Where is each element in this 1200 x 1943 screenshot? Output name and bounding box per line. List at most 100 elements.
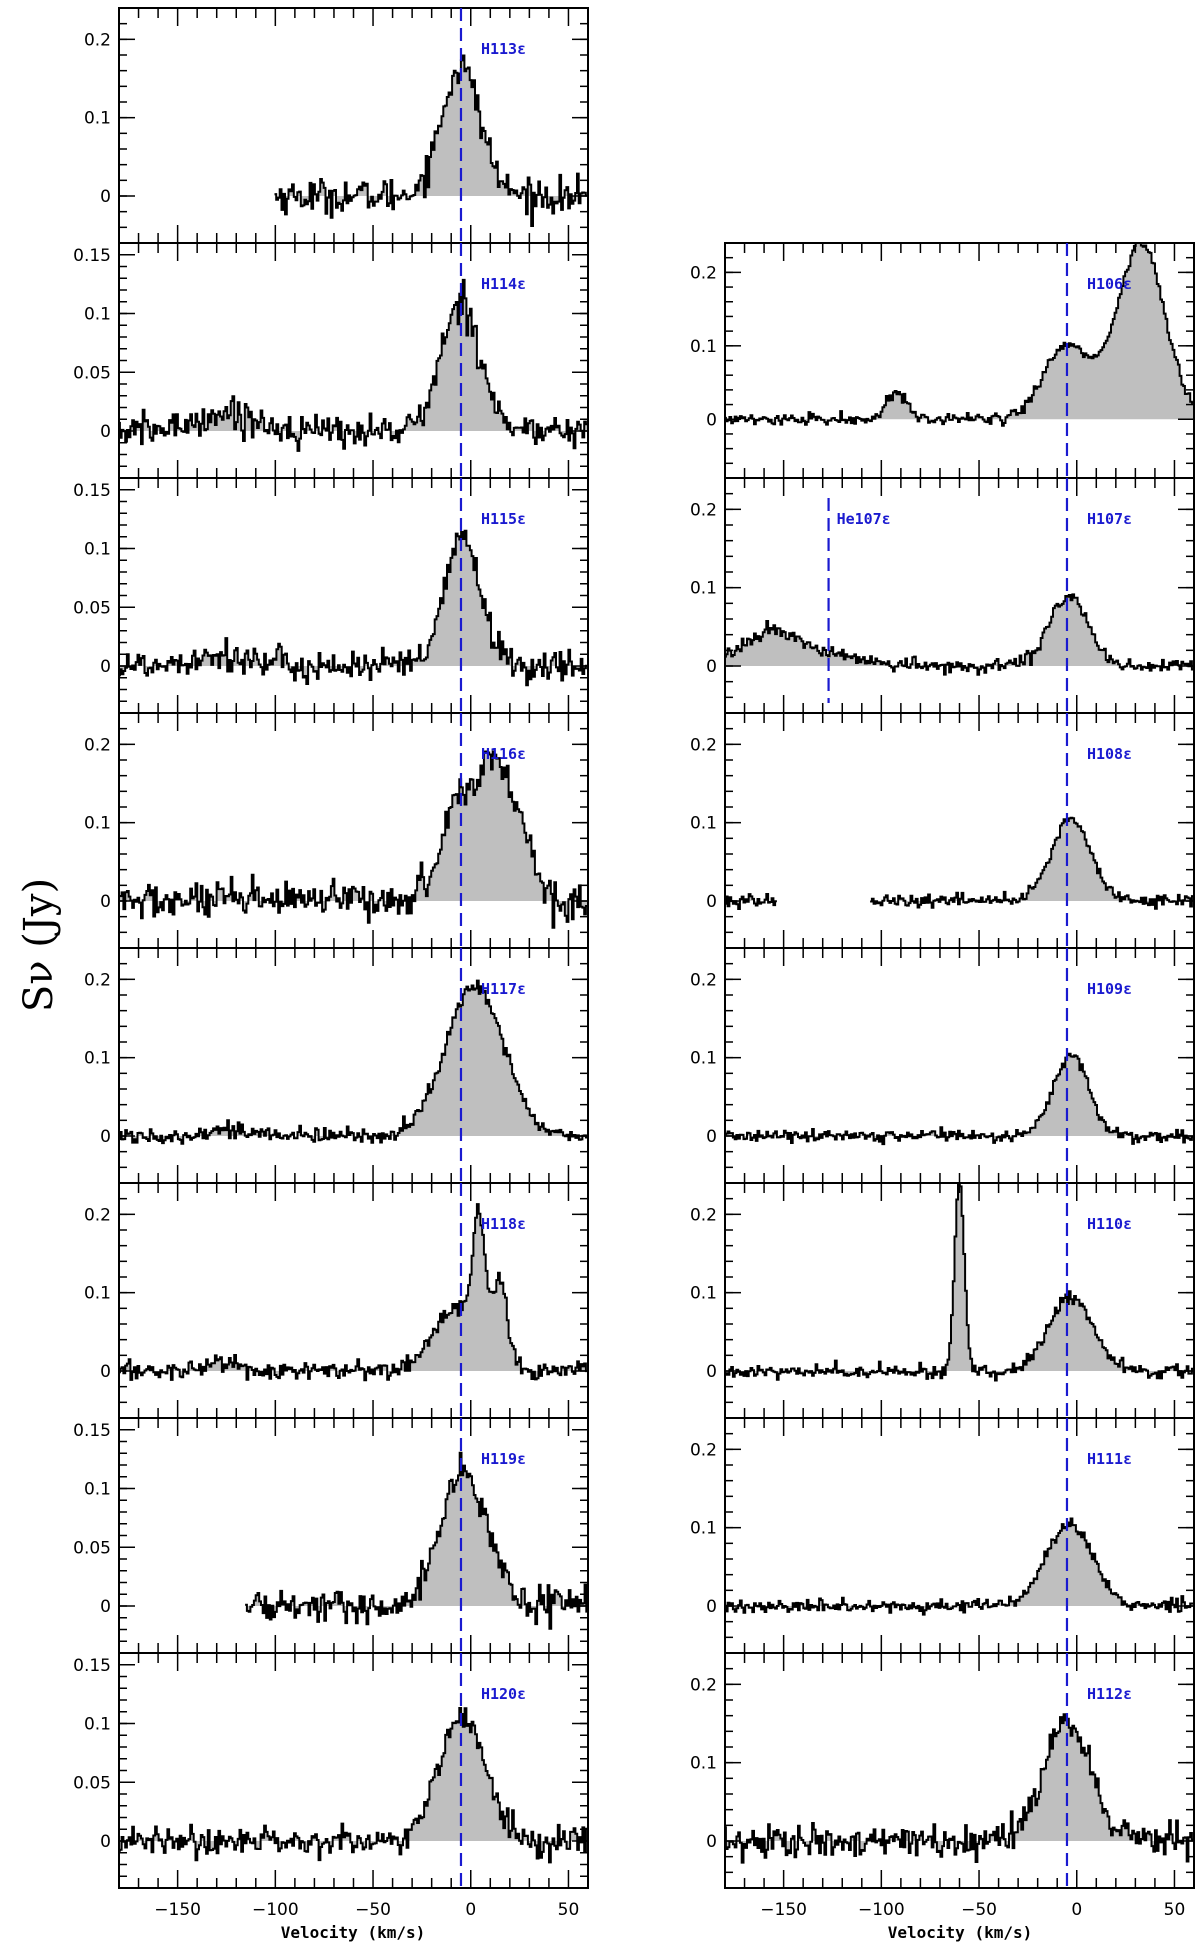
y-tick-label-h115: 0.1	[84, 540, 111, 560]
x-tick-label-left: 50	[558, 1900, 580, 1920]
y-tick-label-h120: 0.05	[73, 1773, 111, 1793]
y-tick-label-h107: 0.1	[690, 579, 717, 599]
spectrum-fill-h118-0	[119, 1204, 588, 1381]
y-axis-label: Sν (Jy)	[16, 878, 62, 1012]
spectrum-fill-h119-0	[245, 1452, 588, 1629]
spectrum-line-h115-0	[119, 529, 588, 687]
y-tick-label-h120: 0.1	[84, 1715, 111, 1735]
y-tick-label-h108: 0.2	[690, 735, 717, 755]
spectrum-line-h110-0	[725, 1183, 1194, 1382]
y-tick-label-h114: 0	[100, 422, 111, 442]
y-tick-label-h117: 0.2	[84, 970, 111, 990]
panel-h117: 0 0.1 0.2 H117ε	[84, 947, 589, 1184]
spectrum-fill-h120-0	[119, 1708, 588, 1863]
y-tick-label-h118: 0.2	[84, 1205, 111, 1225]
spectrum-line-h112-0	[725, 1713, 1194, 1864]
line-label-h110: H110ε	[1087, 1215, 1132, 1233]
y-tick-label-h114: 0.05	[73, 363, 111, 383]
line-label-h109: H109ε	[1087, 980, 1132, 998]
y-tick-label-h108: 0	[706, 892, 717, 912]
panel-h106: 0 0.1 0.2 H106ε	[690, 242, 1195, 479]
y-tick-label-h120: 0.15	[73, 1656, 111, 1676]
panel-h110: 0 0.1 0.2 H110ε	[690, 1182, 1195, 1419]
y-tick-label-h119: 0.15	[73, 1421, 111, 1441]
he-line-label-h107: He107ε	[837, 510, 891, 528]
y-tick-label-h117: 0	[100, 1127, 111, 1147]
spectrum-fill-h108-1	[870, 817, 1194, 909]
y-tick-label-h119: 0	[100, 1597, 111, 1617]
spectrum-line-h108-0	[725, 893, 777, 910]
spectrum-line-h119-0	[245, 1451, 588, 1630]
y-tick-label-h111: 0.1	[690, 1519, 717, 1539]
line-label-h112: H112ε	[1087, 1685, 1132, 1703]
y-tick-label-h106: 0	[706, 410, 717, 430]
panel-h116: 0 0.1 0.2 H116ε	[84, 712, 589, 949]
x-tick-label-right: −50	[961, 1900, 997, 1920]
y-tick-label-h107: 0	[706, 657, 717, 677]
panel-h113: 0 0.1 0.2 H113ε	[84, 7, 589, 244]
y-tick-label-h111: 0	[706, 1597, 717, 1617]
y-tick-label-h112: 0.1	[690, 1754, 717, 1774]
y-tick-label-h115: 0	[100, 657, 111, 677]
spectrum-line-h118-0	[119, 1203, 588, 1382]
panel-h120: 0 0.05 0.1 0.15 H120ε −150 −100 −50 0 50	[73, 1652, 589, 1920]
line-label-h120: H120ε	[481, 1685, 526, 1703]
line-label-h116: H116ε	[481, 745, 526, 763]
spectrum-line-h108-1	[870, 816, 1194, 910]
y-tick-label-h116: 0.2	[84, 735, 111, 755]
spectrum-fill-h114-0	[119, 279, 588, 451]
y-tick-label-h114: 0.1	[84, 305, 111, 325]
y-tick-label-h120: 0	[100, 1832, 111, 1852]
x-tick-label-right: 50	[1164, 1900, 1186, 1920]
y-tick-label-h110: 0	[706, 1362, 717, 1382]
panel-h114: 0 0.05 0.1 0.15 H114ε	[73, 242, 589, 479]
y-tick-label-h109: 0	[706, 1127, 717, 1147]
spectrum-line-h117-0	[119, 979, 588, 1145]
y-tick-label-h112: 0.2	[690, 1675, 717, 1695]
y-tick-label-h107: 0.2	[690, 500, 717, 520]
spectrum-fill-h112-0	[725, 1714, 1194, 1863]
y-tick-label-h116: 0	[100, 892, 111, 912]
y-tick-label-h113: 0.2	[84, 30, 111, 50]
line-label-h107: H107ε	[1087, 510, 1132, 528]
y-tick-label-h115: 0.15	[73, 481, 111, 501]
y-tick-label-h114: 0.15	[73, 246, 111, 266]
line-label-h111: H111ε	[1087, 1450, 1132, 1468]
spectrum-fill-h116-0	[119, 751, 588, 928]
y-tick-label-h117: 0.1	[84, 1049, 111, 1069]
y-tick-label-h113: 0	[100, 187, 111, 207]
spectrum-fill-h117-0	[119, 980, 588, 1144]
y-tick-label-h119: 0.05	[73, 1538, 111, 1558]
panel-h109: 0 0.1 0.2 H109ε	[690, 947, 1195, 1184]
panels-layer: 0 0.1 0.2 H113ε 0 0.05 0.1 0.15 H114ε 0 0.05 0.1 0.1…	[73, 7, 1195, 1920]
line-label-h119: H119ε	[481, 1450, 526, 1468]
y-tick-label-h106: 0.2	[690, 263, 717, 283]
x-tick-label-left: −100	[252, 1900, 299, 1920]
y-tick-label-h115: 0.05	[73, 598, 111, 618]
panel-h107: 0 0.1 0.2 H107ε He107ε	[690, 477, 1195, 714]
y-tick-label-h118: 0	[100, 1362, 111, 1382]
x-tick-label-left: −50	[355, 1900, 391, 1920]
spectrum-fill-h111-0	[725, 1518, 1194, 1615]
x-axis-label-right: Velocity (km/s)	[888, 1923, 1033, 1942]
spectrum-line-h107-0	[725, 593, 1194, 676]
y-tick-label-h110: 0.1	[690, 1284, 717, 1304]
panel-h115: 0 0.05 0.1 0.15 H115ε	[73, 477, 589, 714]
spectrum-line-h113-0	[274, 54, 588, 227]
spectrum-fill-h115-0	[119, 530, 588, 686]
y-tick-label-h116: 0.1	[84, 814, 111, 834]
spectrum-line-h106-0	[725, 243, 1194, 427]
x-tick-label-right: −150	[760, 1900, 807, 1920]
y-tick-label-h111: 0.2	[690, 1440, 717, 1460]
panel-h118: 0 0.1 0.2 H118ε	[84, 1182, 589, 1419]
y-tick-label-h109: 0.2	[690, 970, 717, 990]
spectrum-line-h111-0	[725, 1517, 1194, 1616]
y-tick-label-h118: 0.1	[84, 1284, 111, 1304]
x-axis-label-left: Velocity (km/s)	[281, 1923, 426, 1942]
panel-h108: 0 0.1 0.2 H108ε	[690, 712, 1195, 949]
spectrum-fill-h106-0	[725, 243, 1194, 426]
y-tick-label-h110: 0.2	[690, 1205, 717, 1225]
spectrum-fill-h110-0	[725, 1183, 1194, 1381]
spectrum-line-h109-0	[725, 1052, 1194, 1146]
